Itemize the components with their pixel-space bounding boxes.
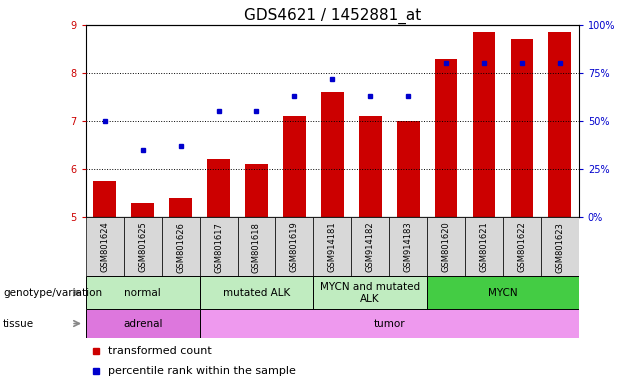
Bar — [86, 217, 124, 276]
Bar — [200, 309, 579, 338]
Text: GSM801620: GSM801620 — [441, 222, 450, 273]
Text: GSM801624: GSM801624 — [100, 222, 109, 273]
Text: adrenal: adrenal — [123, 318, 162, 329]
Bar — [132, 203, 154, 217]
Text: percentile rank within the sample: percentile rank within the sample — [108, 366, 296, 376]
Bar — [541, 217, 579, 276]
Bar — [548, 32, 571, 217]
Text: GSM801619: GSM801619 — [290, 222, 299, 273]
Bar — [245, 164, 268, 217]
Bar — [314, 217, 351, 276]
Bar — [275, 217, 314, 276]
Bar — [389, 217, 427, 276]
Bar — [503, 217, 541, 276]
Bar — [321, 92, 343, 217]
Bar — [169, 198, 192, 217]
Text: transformed count: transformed count — [108, 346, 212, 356]
Bar — [511, 40, 533, 217]
Text: tissue: tissue — [3, 318, 34, 329]
Bar — [397, 121, 420, 217]
Bar — [427, 276, 579, 309]
Text: GSM914183: GSM914183 — [404, 222, 413, 273]
Bar — [351, 217, 389, 276]
Bar — [314, 276, 427, 309]
Bar — [427, 217, 465, 276]
Text: GSM801621: GSM801621 — [480, 222, 488, 273]
Title: GDS4621 / 1452881_at: GDS4621 / 1452881_at — [244, 7, 421, 23]
Bar — [237, 217, 275, 276]
Bar — [283, 116, 306, 217]
Text: genotype/variation: genotype/variation — [3, 288, 102, 298]
Text: MYCN: MYCN — [488, 288, 518, 298]
Bar — [359, 116, 382, 217]
Text: GSM914182: GSM914182 — [366, 222, 375, 272]
Bar — [207, 159, 230, 217]
Bar — [473, 32, 495, 217]
Bar — [93, 181, 116, 217]
Text: mutated ALK: mutated ALK — [223, 288, 290, 298]
Bar — [86, 309, 200, 338]
Bar — [200, 217, 237, 276]
Text: GSM801626: GSM801626 — [176, 222, 185, 273]
Text: normal: normal — [125, 288, 161, 298]
Bar — [124, 217, 162, 276]
Text: GSM914181: GSM914181 — [328, 222, 337, 272]
Text: GSM801617: GSM801617 — [214, 222, 223, 273]
Text: MYCN and mutated
ALK: MYCN and mutated ALK — [320, 282, 420, 304]
Text: GSM801625: GSM801625 — [138, 222, 147, 273]
Text: GSM801623: GSM801623 — [555, 222, 564, 273]
Bar — [434, 59, 457, 217]
Bar — [465, 217, 503, 276]
Bar — [162, 217, 200, 276]
Text: GSM801622: GSM801622 — [518, 222, 527, 273]
Bar — [200, 276, 314, 309]
Text: GSM801618: GSM801618 — [252, 222, 261, 273]
Bar — [86, 276, 200, 309]
Text: tumor: tumor — [373, 318, 405, 329]
